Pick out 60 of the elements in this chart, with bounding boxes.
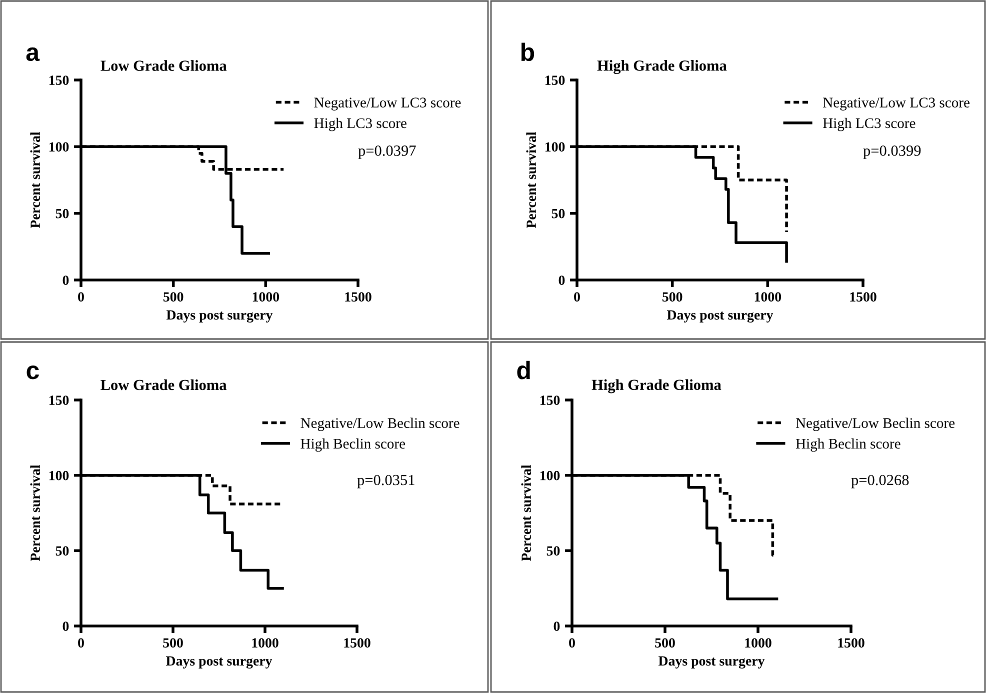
chart-title: High Grade Glioma <box>592 379 722 394</box>
chart-title: Low Grade Glioma <box>100 379 227 390</box>
y-tick-label: 100 <box>49 142 69 152</box>
chart-title: Low Grade Glioma <box>100 60 227 71</box>
y-tick-label: 150 <box>49 76 69 85</box>
text: a <box>26 47 40 62</box>
y-tick-label: 50 <box>56 546 69 556</box>
legend-label: High LC3 score <box>314 118 406 132</box>
y-tick-label: 0 <box>554 622 560 631</box>
y-axis-title: Percent survival <box>30 464 40 562</box>
x-tick-label: 1000 <box>252 292 280 302</box>
x-tick-label: 1500 <box>345 292 372 302</box>
legend-label: Negative/Low LC3 score <box>314 98 461 110</box>
x-tick-label: 0 <box>569 638 575 648</box>
y-tick-label: 50 <box>546 546 560 556</box>
y-tick-label: 150 <box>540 396 560 405</box>
legend-label: High Beclin score <box>796 438 900 452</box>
text: p=0.0397 <box>358 146 416 159</box>
x-axis-title: Days post surgery <box>166 310 273 323</box>
x-tick-label: 0 <box>78 638 84 648</box>
y-axis-title: Percent survival <box>526 132 536 228</box>
y-tick-label: 150 <box>49 396 69 405</box>
x-tick-label: 500 <box>655 638 675 648</box>
text: p=0.0268 <box>851 474 909 488</box>
text: b <box>521 42 534 62</box>
x-tick-label: 1500 <box>838 638 864 648</box>
x-axis-title: Days post surgery <box>667 310 774 323</box>
x-tick-label: 500 <box>163 292 184 302</box>
x-axis-title: Days post surgery <box>166 656 272 669</box>
y-tick-label: 0 <box>62 276 69 285</box>
y-tick-label: 100 <box>540 470 560 480</box>
x-tick-label: 0 <box>574 292 580 302</box>
chart-title: High Grade Glioma <box>597 60 727 74</box>
y-tick-label: 150 <box>545 76 565 85</box>
legend-label: Negative/Low Beclin score <box>796 418 955 431</box>
text: d <box>517 360 530 380</box>
x-tick-label: 500 <box>163 638 183 648</box>
y-axis-title: Percent survival <box>30 132 40 228</box>
x-tick-label: 0 <box>78 292 84 302</box>
x-tick-label: 1000 <box>745 638 772 648</box>
y-tick-label: 0 <box>62 622 69 631</box>
text: c <box>26 366 39 380</box>
x-tick-label: 500 <box>662 292 682 302</box>
y-tick-label: 50 <box>56 208 69 218</box>
x-tick-label: 1000 <box>754 292 782 302</box>
legend-label: High Beclin score <box>300 438 406 452</box>
y-tick-label: 100 <box>545 142 565 152</box>
x-tick-label: 1500 <box>344 638 370 648</box>
legend-label: Negative/Low LC3 score <box>823 98 970 110</box>
y-tick-label: 100 <box>49 470 69 480</box>
x-tick-label: 1500 <box>850 292 876 302</box>
text: p=0.0399 <box>863 146 921 159</box>
legend-label: Negative/Low Beclin score <box>300 418 460 431</box>
x-tick-label: 1000 <box>252 638 278 648</box>
x-axis-title: Days post surgery <box>658 656 765 669</box>
y-tick-label: 50 <box>552 208 565 218</box>
legend-label: High LC3 score <box>823 118 916 132</box>
text: p=0.0351 <box>357 474 414 488</box>
y-tick-label: 0 <box>558 276 565 285</box>
y-axis-title: Percent survival <box>521 464 532 562</box>
